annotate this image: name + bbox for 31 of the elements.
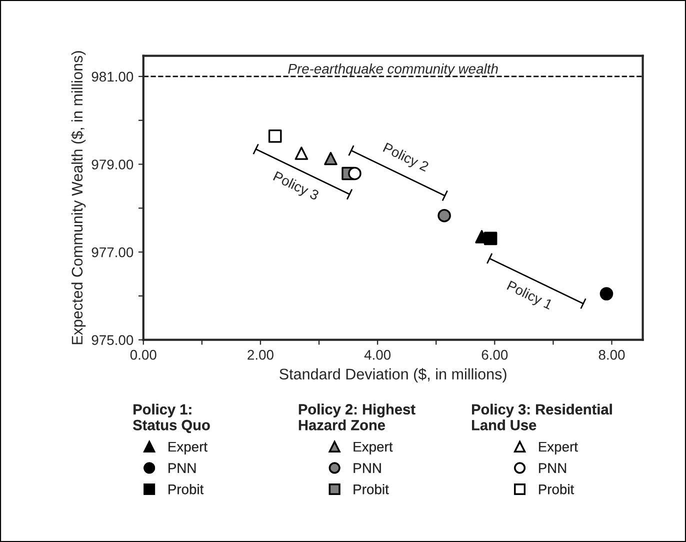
y-tick-label: 975.00	[92, 335, 134, 346]
legend-label: Probit	[168, 484, 204, 494]
x-axis-title: Standard Deviation ($, in millions)	[280, 368, 506, 383]
legend-label: PNN	[168, 463, 196, 473]
legend-label: Expert	[168, 442, 208, 454]
legend-label: Probit	[354, 484, 389, 494]
legend-label: Expert	[354, 442, 393, 454]
point	[600, 287, 614, 300]
x-tick-label: 2.00	[248, 350, 274, 360]
x-tick-label: 6.00	[482, 350, 508, 360]
y-tick-label: 981.00	[92, 72, 134, 82]
text: Policy 1: Status Quo	[133, 404, 210, 433]
point	[484, 232, 498, 246]
point	[324, 152, 338, 166]
text: Policy 3: Residential Land Use	[472, 404, 612, 430]
point	[294, 146, 308, 160]
y-tick-label: 977.00	[92, 247, 134, 258]
legend-label: PNN	[538, 463, 566, 473]
legend-label: PNN	[354, 463, 381, 473]
point	[438, 208, 451, 222]
text: Policy 2: Highest Hazard Zone	[298, 404, 416, 430]
ref-line-label: Pre-earthquake community wealth	[288, 64, 498, 76]
x-tick-label: 0.00	[130, 350, 156, 360]
x-tick-label: 4.00	[364, 350, 391, 360]
y-axis-title: Expected Community Wealth ($, in millions)	[71, 51, 86, 344]
point	[268, 130, 282, 143]
y-tick-label: 979.00	[92, 160, 134, 170]
legend-label: Expert	[538, 442, 578, 454]
x-tick-label: 8.00	[598, 350, 625, 360]
legend-label: Probit	[538, 484, 574, 494]
point	[348, 166, 362, 180]
